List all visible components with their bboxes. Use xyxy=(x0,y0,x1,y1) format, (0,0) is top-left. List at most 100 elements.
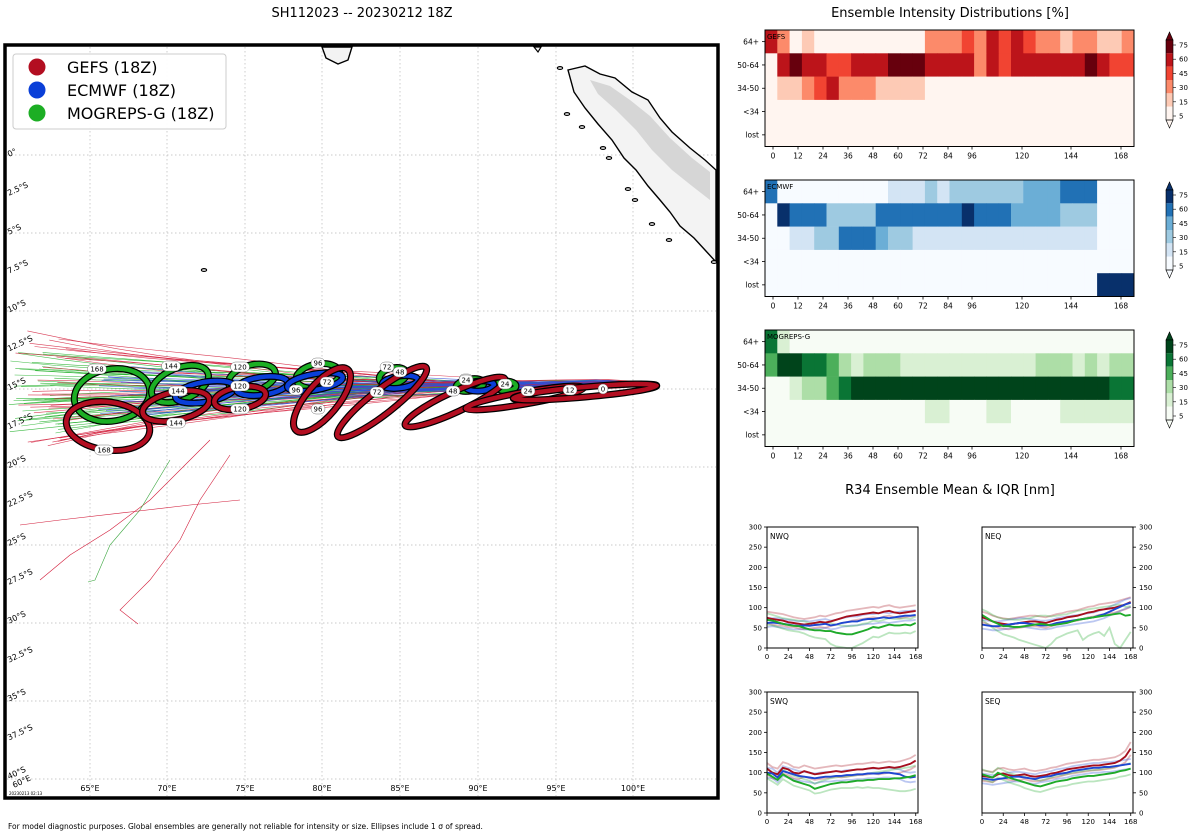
heat-cell xyxy=(1097,99,1110,124)
heat-cell xyxy=(924,180,938,204)
heat-cell xyxy=(1047,423,1061,447)
mogreps-hour-120-bubble xyxy=(230,361,250,373)
heat-cell xyxy=(1072,330,1086,354)
r34-x-tick-label: 120 xyxy=(867,818,880,826)
heat-cell xyxy=(1072,53,1086,77)
heat-cell xyxy=(986,376,1000,401)
heat-cell xyxy=(974,376,987,401)
island-1 xyxy=(563,111,571,116)
heat-cell xyxy=(1084,53,1098,77)
r34-x-tick-label: 24 xyxy=(784,653,793,661)
heat-cell xyxy=(1097,399,1110,424)
heat-cell xyxy=(1047,99,1061,124)
heat-cell xyxy=(1072,376,1086,401)
gefs-iqr-high xyxy=(981,596,1131,620)
r34-x-tick-label: 24 xyxy=(999,653,1008,661)
heat-cell xyxy=(1035,123,1049,147)
x-tick-label: 168 xyxy=(1114,152,1129,161)
heat-cell xyxy=(765,180,778,204)
heat-cell xyxy=(924,249,938,274)
heat-cell xyxy=(1072,99,1086,124)
heat-cell xyxy=(875,123,889,147)
colorbar-frame xyxy=(1165,39,1174,121)
colorbar-tick-label: 30 xyxy=(1179,84,1188,92)
figure-title: SH112023 -- 20230212 18Z xyxy=(271,6,452,21)
heat-cell xyxy=(765,99,778,124)
mogreps-hour-24-bubble xyxy=(497,378,513,390)
x-tick-label: 72 xyxy=(918,302,928,311)
heat-cell xyxy=(875,249,889,274)
heat-cell xyxy=(900,76,913,101)
heat-cell xyxy=(1047,226,1061,251)
r34-x-tick-label: 0 xyxy=(980,653,984,661)
heat-cell xyxy=(875,226,889,251)
heat-cell xyxy=(912,330,926,354)
r34-x-tick-label: 24 xyxy=(999,818,1008,826)
heat-cell xyxy=(924,76,938,101)
heat-cell xyxy=(826,273,840,297)
outlier-track-0 xyxy=(39,439,211,581)
r34-x-tick-label: 144 xyxy=(888,818,902,826)
r34-x-tick-label: 144 xyxy=(1103,653,1117,661)
heat-cell xyxy=(1097,226,1110,251)
heat-cell xyxy=(1072,123,1086,147)
heat-cell xyxy=(826,249,840,274)
outlier-track-1 xyxy=(119,454,231,625)
r34-title: R34 Ensemble Mean & IQR [nm] xyxy=(845,483,1055,498)
heat-cell xyxy=(974,123,987,147)
colorbar-segment xyxy=(1166,380,1173,394)
mogreps-g-iqr-low xyxy=(981,619,1132,650)
heat-cell xyxy=(789,376,803,401)
r34-x-tick-label: 72 xyxy=(826,653,835,661)
legend-marker-mogreps xyxy=(28,104,46,122)
heat-cell xyxy=(924,53,938,77)
heat-cell xyxy=(998,30,1012,54)
heat-cell xyxy=(949,99,963,124)
r34-x-tick-label: 120 xyxy=(1082,818,1095,826)
heat-cell xyxy=(1060,76,1073,101)
heat-cell xyxy=(912,226,926,251)
heat-cell xyxy=(1097,123,1110,147)
heat-cell xyxy=(900,123,913,147)
heat-cell xyxy=(814,249,827,274)
ecmwf-hour-48-bubble xyxy=(392,366,408,378)
r34-y-tick-label: 50 xyxy=(753,624,762,632)
heat-cell xyxy=(814,353,827,377)
heat-cell xyxy=(826,180,840,204)
r34-y-tick-label: 150 xyxy=(1139,584,1152,592)
heat-cell xyxy=(814,76,827,101)
heat-cell xyxy=(814,423,827,447)
ecmwf-hour-24-bubble xyxy=(458,374,474,386)
x-tick-label: 96 xyxy=(967,302,977,311)
r34-y-tick-label: 0 xyxy=(1139,810,1143,818)
island-north xyxy=(532,46,543,54)
heat-cell xyxy=(888,273,901,297)
heat-cell xyxy=(924,99,938,124)
heat-cell xyxy=(998,376,1012,401)
heat-cell xyxy=(986,273,1000,297)
heat-cell xyxy=(937,226,950,251)
ecmwf-hour-144-bubble xyxy=(168,385,188,397)
r34-y-tick-label: 250 xyxy=(1139,544,1152,552)
ecmwf-hour-144: 144 xyxy=(171,388,185,396)
lon-label-7: 100°E xyxy=(621,784,645,793)
heat-cell xyxy=(838,180,852,204)
mogreps-hour-144: 144 xyxy=(164,363,178,371)
heat-cell xyxy=(875,53,889,77)
intensity-distributions: GEFS 64+ 50-64 34-50 <34 lost 0 12 24 36 48 60 72 84 9… xyxy=(737,29,1188,461)
heat-cell xyxy=(998,273,1012,297)
heat-cell xyxy=(801,180,815,204)
heat-cell xyxy=(986,353,1000,377)
mogreps-hour-72-bubble xyxy=(379,361,395,373)
heat-cell xyxy=(765,76,778,101)
heat-cell xyxy=(924,423,938,447)
colorbar-tick-label: 5 xyxy=(1179,413,1183,421)
mogreps-hour-96: 96 xyxy=(314,360,323,368)
x-tick-label: 24 xyxy=(818,302,828,311)
heat-cell xyxy=(888,203,901,227)
heat-cell xyxy=(1011,30,1024,54)
heat-cell xyxy=(1047,180,1061,204)
heat-cell xyxy=(1072,353,1086,377)
gefs-hour-144-bubble xyxy=(166,417,186,429)
gefs-iqr-high xyxy=(766,754,917,770)
